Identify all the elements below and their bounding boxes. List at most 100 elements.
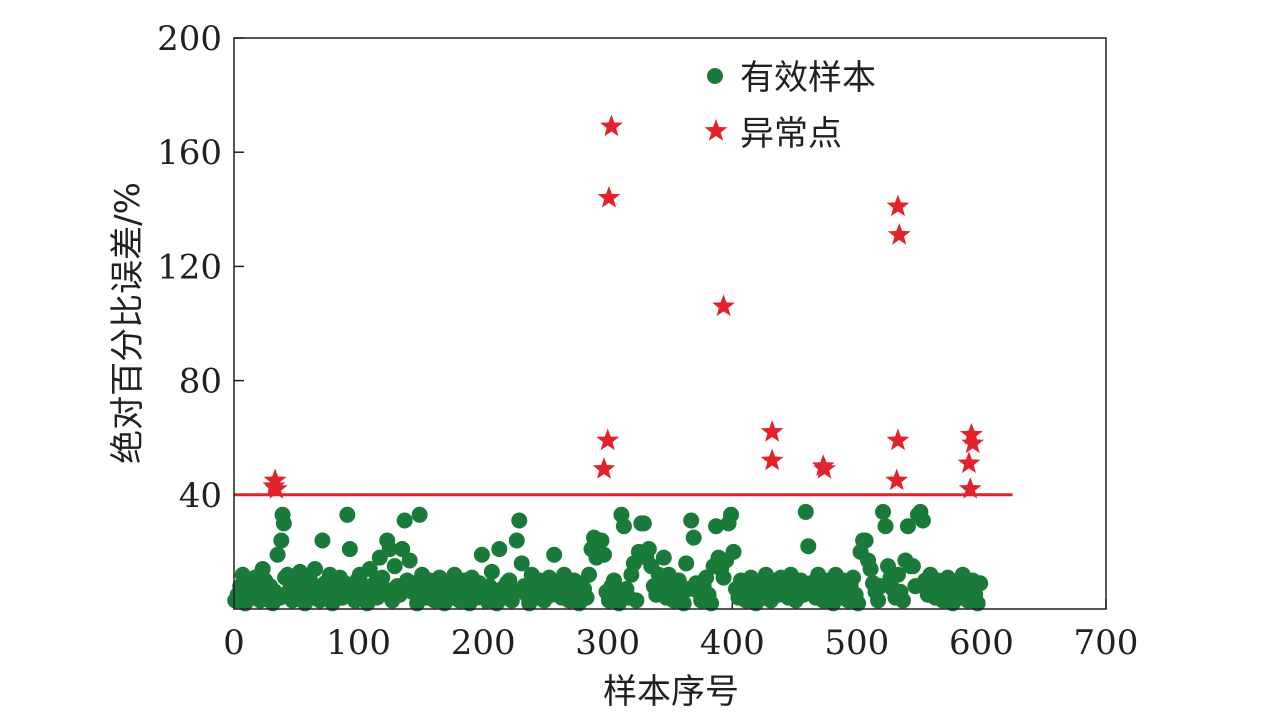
y-tick-label: 200 [157,19,222,59]
y-axis-title: 绝对百分比误差/% [108,182,148,464]
outlier-points [262,114,985,499]
x-tick-label: 200 [451,623,516,663]
valid-sample-point [655,549,672,566]
valid-sample-point [491,541,508,558]
valid-sample-point [314,532,331,549]
valid-sample-point [581,566,598,583]
valid-sample-point [678,555,695,572]
valid-sample-point [361,561,378,578]
x-tick-label: 700 [1074,623,1139,663]
valid-sample-point [635,515,652,532]
x-tick-label: 300 [575,623,640,663]
valid-sample-point [857,532,874,549]
valid-sample-point [605,572,622,589]
valid-sample-point [894,592,911,609]
outlier-point [760,448,784,471]
x-tick-label: 0 [223,623,245,663]
x-axis-title: 样本序号 [603,672,739,712]
x-tick-label: 400 [700,623,765,663]
x-tick-label: 100 [326,623,391,663]
valid-sample-point [401,552,418,569]
outlier-point [712,294,735,317]
valid-sample-point [386,558,403,575]
valid-sample-point [578,589,595,606]
legend: 有效样本 异常点 [704,58,876,154]
outlier-point [760,419,784,442]
outlier-point [960,422,983,445]
outlier-point [600,114,623,137]
valid-sample-point [875,503,892,520]
x-tick-label: 600 [949,623,1014,663]
valid-sample-point [508,532,525,549]
valid-sample-point [725,543,742,560]
valid-sample-point [511,512,528,529]
valid-sample-point [339,506,356,523]
outlier-point [887,223,911,245]
valid-sample-point [969,595,986,612]
valid-sample-point [800,538,817,555]
valid-sample-point [708,518,725,535]
valid-sample-point [411,506,428,523]
valid-sample-point [914,512,931,529]
outlier-point [597,185,621,208]
valid-sample-point [391,586,408,603]
valid-sample-point [870,592,887,609]
valid-sample-point [593,532,610,549]
axis-tick-labels: 0 100 200 300 400 500 600 700 40 80 120 160 200 [157,19,1138,663]
valid-sample-point [396,512,413,529]
legend-outlier-marker [704,119,728,141]
valid-sample-point [675,595,692,612]
outlier-point [886,194,910,217]
valid-sample-point [862,561,879,578]
valid-sample-point [845,569,862,586]
y-tick-label: 40 [179,476,222,516]
valid-sample-point [376,581,393,598]
valid-sample-point [640,541,657,558]
valid-sample-point [889,566,906,583]
valid-sample-point [904,558,921,575]
valid-sample-point [628,592,645,609]
valid-sample-point [683,512,700,529]
outlier-point [264,477,288,499]
outlier-point [263,468,287,491]
valid-sample-point [850,595,867,612]
valid-sample-point [381,541,398,558]
valid-sample-point [273,532,290,549]
valid-sample-point [306,561,323,578]
legend-outlier-label: 异常点 [740,114,842,154]
valid-sample-point [723,506,740,523]
outlier-point [813,457,836,479]
legend-valid-marker [707,68,723,84]
y-tick-label: 80 [179,362,222,402]
outlier-point [958,477,982,499]
legend-valid-label: 有效样本 [740,58,876,98]
valid-sample-point [797,503,814,520]
outlier-point [957,451,981,474]
valid-sample-point [877,518,894,535]
valid-sample-point [715,569,732,586]
y-tick-label: 120 [157,247,222,287]
valid-sample-point [703,595,720,612]
valid-sample-point [972,575,989,592]
outlier-point [596,428,620,451]
valid-sample-points [227,503,989,612]
valid-sample-point [513,555,530,572]
valid-sample-point [341,541,358,558]
valid-sample-point [899,518,916,535]
outlier-point [961,431,985,454]
valid-sample-point [483,563,500,580]
valid-sample-point [698,569,715,586]
outlier-point [886,428,910,451]
valid-sample-point [473,546,490,563]
valid-sample-point [269,546,286,563]
valid-sample-point [275,515,292,532]
valid-sample-point [615,518,632,535]
outlier-point [885,468,909,491]
valid-sample-point [394,541,411,558]
x-tick-label: 500 [824,623,889,663]
valid-sample-point [685,529,702,546]
valid-sample-point [546,546,563,563]
y-tick-label: 160 [157,133,222,173]
outlier-point [592,457,616,479]
